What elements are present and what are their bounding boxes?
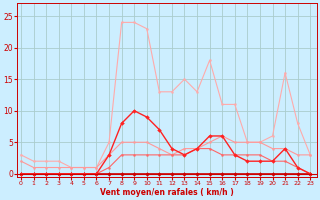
X-axis label: Vent moyen/en rafales ( km/h ): Vent moyen/en rafales ( km/h ) bbox=[100, 188, 234, 197]
